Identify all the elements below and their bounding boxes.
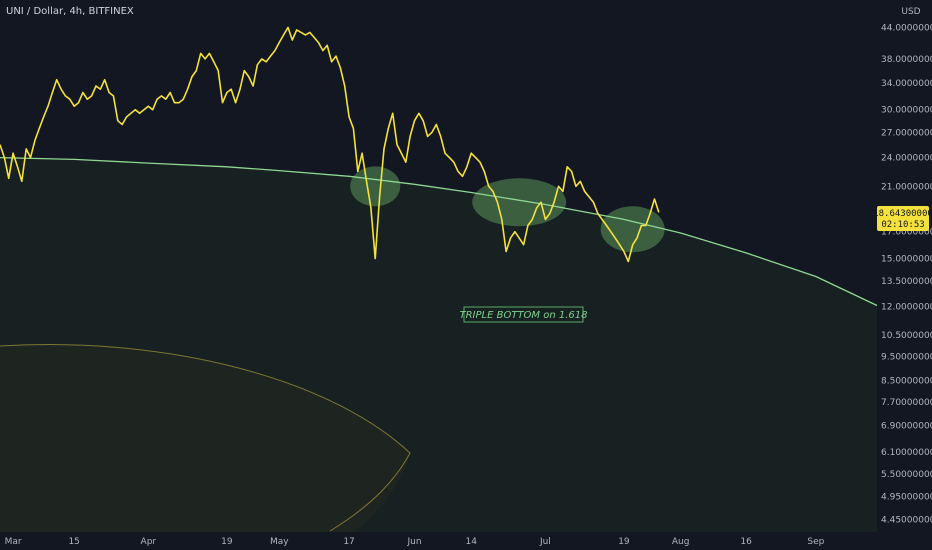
y-tick-label: 34.00000000	[881, 79, 932, 89]
y-tick-label: 44.00000000	[881, 23, 932, 33]
y-tick-label: 6.90000000	[881, 421, 932, 431]
x-tick-label: Apr	[141, 537, 157, 547]
price-unit: USD	[901, 7, 920, 17]
fib-zone-fill	[0, 157, 877, 532]
x-tick-label: Jun	[406, 537, 421, 547]
y-tick-label: 17.00000000	[881, 228, 932, 238]
bottom-highlight[interactable]	[472, 178, 567, 227]
y-tick-label: 7.70000000	[881, 398, 932, 408]
y-tick-label: 4.45000000	[881, 516, 932, 526]
time-scale[interactable]: Mar 15 Apr 19 May 17 Jun 14 Jul 19 Aug 16 Sep	[5, 537, 825, 547]
time-scale-background	[0, 532, 877, 550]
x-tick-label: Jul	[539, 537, 551, 547]
annotation-text: TRIPLE BOTTOM on 1.618	[460, 310, 588, 321]
countdown-timer: 02:10:53	[881, 220, 924, 230]
x-tick-label: Aug	[672, 537, 690, 547]
y-tick-label: 6.10000000	[881, 448, 932, 458]
y-tick-label: 5.50000000	[881, 470, 932, 480]
triple-bottom-annotation[interactable]: TRIPLE BOTTOM on 1.618	[460, 306, 588, 323]
y-tick-label: 10.50000000	[881, 331, 932, 341]
y-tick-label: 38.00000000	[881, 55, 932, 65]
y-tick-label: 30.00000000	[881, 106, 932, 116]
y-tick-label: 24.00000000	[881, 154, 932, 164]
x-tick-label: 17	[343, 537, 354, 547]
x-tick-label: 14	[465, 537, 477, 547]
y-tick-label: 21.00000000	[881, 182, 932, 192]
bottom-highlight[interactable]	[350, 166, 401, 207]
x-tick-label: 16	[740, 537, 752, 547]
x-tick-label: 19	[221, 537, 233, 547]
price-badge-background	[877, 206, 929, 231]
annotation-box	[463, 306, 584, 323]
price-line[interactable]	[0, 26, 660, 263]
y-tick-label: 15.00000000	[881, 255, 932, 265]
y-tick-label: 13.50000000	[881, 277, 932, 287]
y-tick-label: 4.95000000	[881, 493, 932, 503]
y-tick-label: 12.00000000	[881, 303, 932, 313]
chart-title: UNI / Dollar, 4h, BITFINEX	[6, 6, 134, 17]
y-tick-label: 9.50000000	[881, 353, 932, 363]
last-price-value: 18.64300000	[873, 209, 932, 219]
x-tick-label: May	[270, 537, 289, 547]
x-tick-label: Mar	[5, 537, 22, 547]
last-price-badge: 18.64300000 02:10:53	[873, 206, 932, 231]
y-tick-label: 27.00000000	[881, 128, 932, 138]
x-tick-label: Sep	[807, 537, 824, 547]
fib-1618-curve[interactable]	[0, 156, 878, 307]
y-tick-label: 8.50000000	[881, 377, 932, 387]
price-scale[interactable]: 44.00000000 38.00000000 34.00000000 30.0000…	[881, 23, 932, 525]
x-tick-label: 15	[68, 537, 79, 547]
x-tick-label: 19	[618, 537, 630, 547]
